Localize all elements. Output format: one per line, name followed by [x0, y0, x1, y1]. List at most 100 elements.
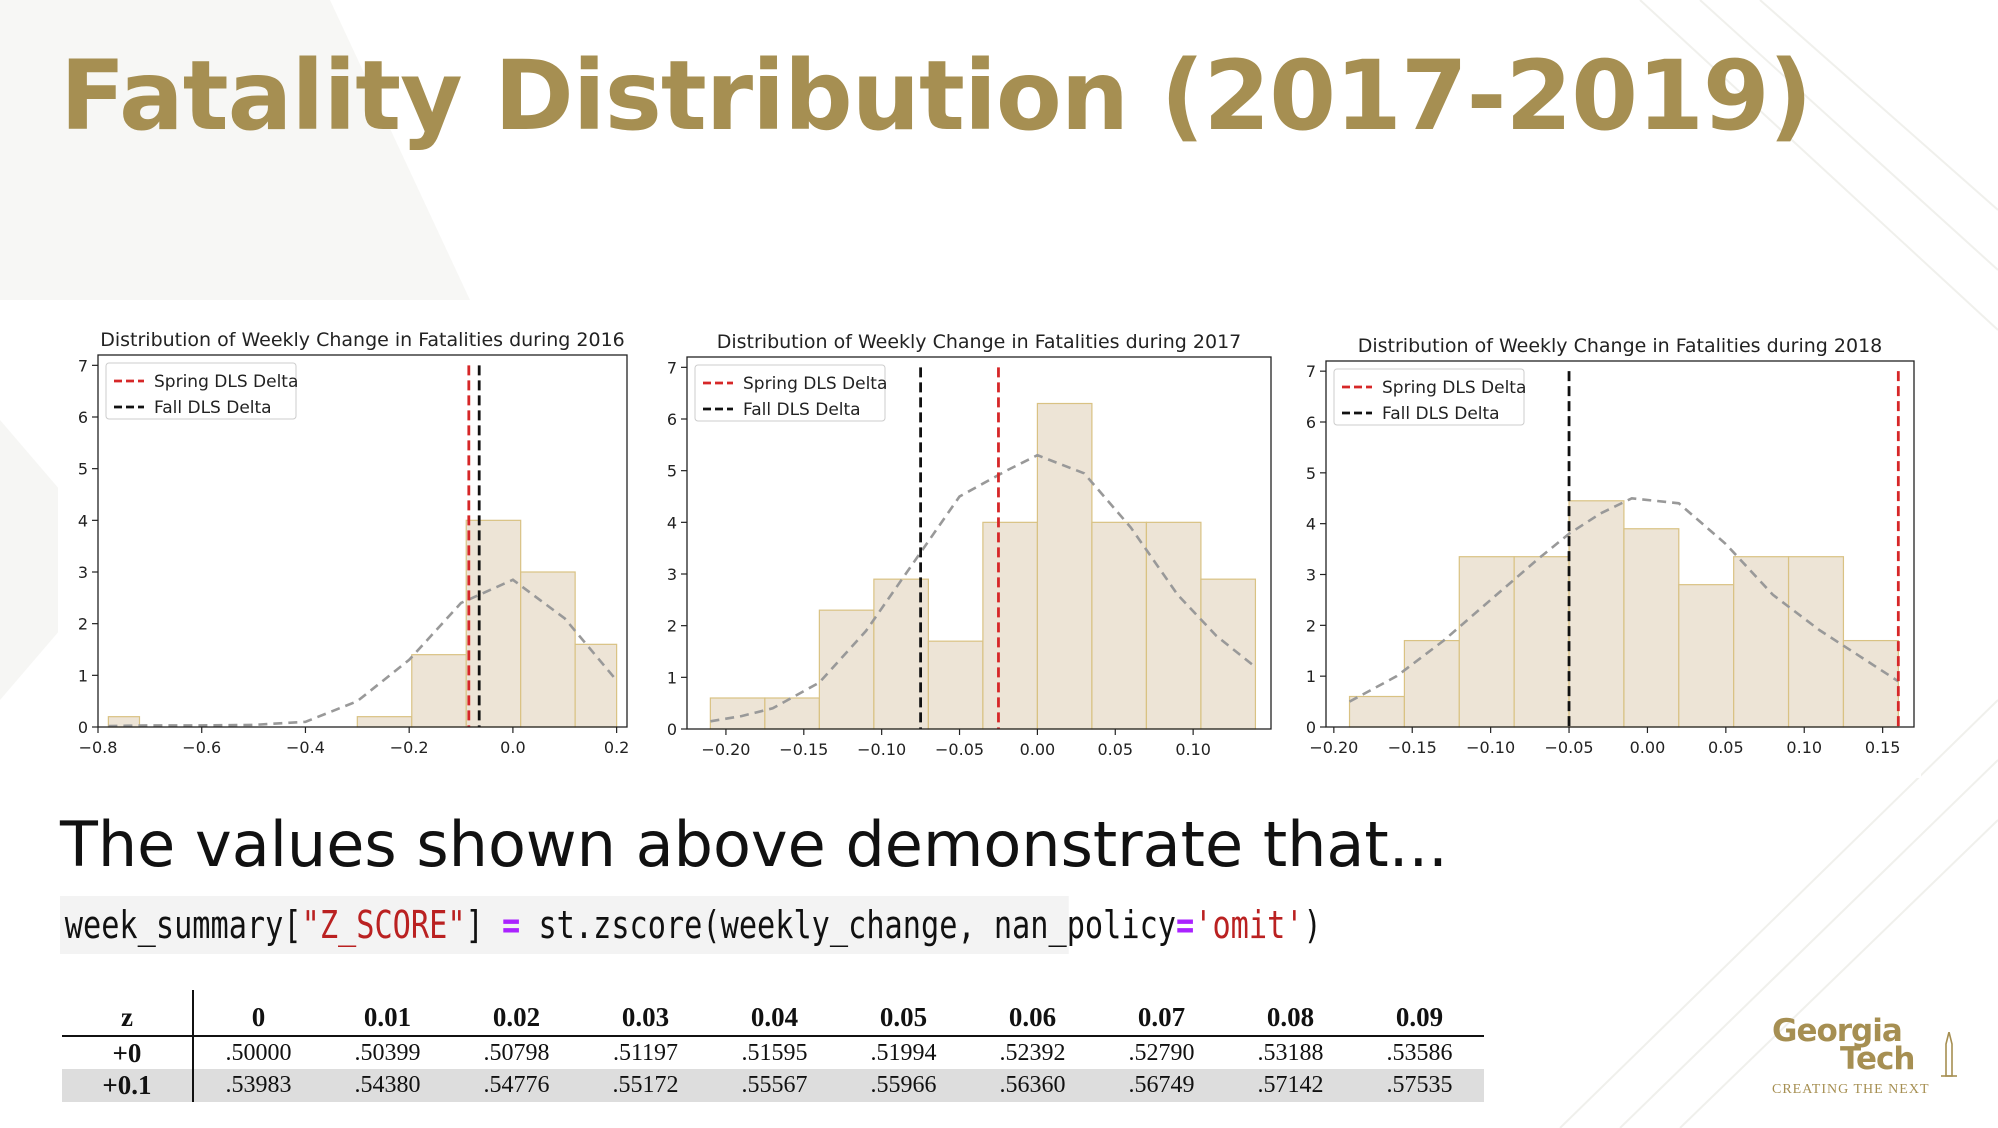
y-tick-label: 2 [1306, 616, 1316, 635]
kde-curve [108, 578, 618, 728]
table-cell: .55966 [870, 1072, 937, 1098]
histogram-bar [1458, 556, 1515, 728]
histogram-bar [1787, 556, 1845, 728]
code-snippet: week_summary["Z_SCORE"] = st.zscore(week… [60, 896, 1322, 954]
table-header-cell: 0.04 [710, 990, 839, 1037]
y-tick-label: 1 [1306, 667, 1316, 686]
histogram-bar [1513, 556, 1570, 728]
y-tick-label: 4 [78, 511, 88, 530]
chart-title: Distribution of Weekly Change in Fatalit… [717, 331, 1242, 353]
chart-title: Distribution of Weekly Change in Fatalit… [1358, 335, 1883, 357]
table-cell: .53586 [1386, 1039, 1453, 1066]
table-header-row: z 0 0.01 0.02 0.03 0.04 0.05 0.06 0.07 0… [62, 990, 1484, 1037]
histogram-bar [1568, 500, 1625, 728]
chart-2018: Distribution of Weekly Change in Fatalit… [1296, 334, 1921, 778]
legend-label: Spring DLS Delta [743, 374, 887, 394]
table-cell: .54380 [354, 1072, 421, 1098]
code-var: week_summary [64, 903, 284, 947]
table-row-label: +0.1 [62, 1069, 194, 1102]
table-cell: .50399 [354, 1039, 421, 1066]
body-text: The values shown above demonstrate that.… [60, 808, 1448, 881]
legend-box [694, 364, 886, 422]
x-tick-label: 0.2 [604, 738, 629, 757]
x-tick-label: 0.05 [1097, 740, 1133, 759]
y-tick-label: 6 [667, 410, 677, 429]
table-row: +0.1 .53983 .54380 .54776 .55172 .55567 … [62, 1069, 1484, 1102]
x-tick-label: 0.00 [1630, 738, 1666, 757]
code-close: ) [1303, 903, 1322, 947]
y-tick-label: 7 [1306, 362, 1316, 381]
table-header-cell: 0.03 [581, 990, 710, 1037]
code-assign: = [501, 903, 521, 947]
table-cell: .55567 [741, 1072, 808, 1098]
x-tick-label: 0.05 [1708, 738, 1744, 757]
table-cell: .51994 [870, 1039, 937, 1066]
histogram-bar [411, 654, 467, 728]
x-tick-label: −0.15 [1388, 738, 1437, 757]
plot-frame [97, 354, 628, 728]
table-cell: .55172 [612, 1072, 679, 1098]
histogram-bar [1145, 521, 1202, 730]
plot-frame [1325, 360, 1915, 728]
y-tick-label: 1 [78, 666, 88, 685]
table-header-cell: 0.08 [1226, 990, 1355, 1037]
histogram-bar [520, 571, 576, 728]
x-tick-label: 0.10 [1175, 740, 1211, 759]
x-tick-label: −0.6 [182, 738, 221, 757]
x-tick-label: −0.10 [1466, 738, 1515, 757]
table-cell: .53983 [225, 1072, 292, 1098]
y-tick-label: 0 [78, 718, 88, 737]
histogram-bar [356, 716, 413, 728]
x-tick-label: −0.05 [1545, 738, 1594, 757]
z-score-table: z 0 0.01 0.02 0.03 0.04 0.05 0.06 0.07 0… [62, 990, 1484, 1102]
table-row-label: +0 [62, 1036, 194, 1069]
x-tick-label: −0.15 [779, 740, 828, 759]
legend-label: Spring DLS Delta [1382, 378, 1526, 398]
table-cell: .51197 [612, 1039, 679, 1066]
histogram-bar [1623, 528, 1680, 728]
code-kw-assign: = [1176, 903, 1195, 947]
table-header-cell: 0.06 [968, 990, 1097, 1037]
table-header-cell: 0 [193, 990, 323, 1037]
plot-frame [686, 356, 1272, 730]
table-header-cell: 0.09 [1355, 990, 1484, 1037]
x-tick-label: 0.0 [500, 738, 525, 757]
legend-box [1333, 368, 1525, 426]
chart-2017: Distribution of Weekly Change in Fatalit… [657, 330, 1278, 778]
histogram-bar [574, 643, 618, 728]
histogram-bar [1200, 578, 1257, 730]
kde-curve [710, 453, 1257, 723]
chart-2017-svg: Distribution of Weekly Change in Fatalit… [667, 331, 1272, 759]
legend-box [105, 362, 297, 420]
table-cell: .50000 [225, 1039, 292, 1066]
y-tick-label: 6 [78, 408, 88, 427]
histogram-bar [1678, 584, 1735, 728]
table-header-cell: 0.01 [323, 990, 452, 1037]
histogram-bar [1036, 402, 1093, 730]
tech-tower-icon [1941, 1032, 1957, 1077]
table-cell: .56360 [999, 1072, 1066, 1098]
histogram-bar [764, 697, 820, 730]
table-cell: .52392 [999, 1039, 1066, 1066]
kde-curve [1348, 496, 1900, 703]
histogram-bar [818, 609, 875, 730]
histogram-bar [1091, 521, 1148, 730]
code-bracket-close: ] [465, 903, 484, 947]
x-tick-label: −0.20 [1309, 738, 1358, 757]
legend-label: Fall DLS Delta [1382, 404, 1500, 424]
table-header-cell: 0.07 [1097, 990, 1226, 1037]
y-tick-label: 5 [1306, 464, 1316, 483]
table-header-cell: z [62, 990, 194, 1037]
y-tick-label: 4 [667, 513, 677, 532]
table-header-cell: 0.05 [839, 990, 968, 1037]
y-tick-label: 1 [667, 668, 677, 687]
table-cell: .52790 [1128, 1039, 1195, 1066]
y-tick-label: 2 [667, 617, 677, 636]
x-tick-label: −0.10 [857, 740, 906, 759]
legend-label: Fall DLS Delta [743, 400, 861, 420]
histogram-bar [1348, 695, 1406, 728]
y-tick-label: 5 [667, 462, 677, 481]
y-tick-label: 7 [78, 356, 88, 375]
x-tick-label: −0.2 [390, 738, 429, 757]
x-tick-label: 0.00 [1020, 740, 1056, 759]
